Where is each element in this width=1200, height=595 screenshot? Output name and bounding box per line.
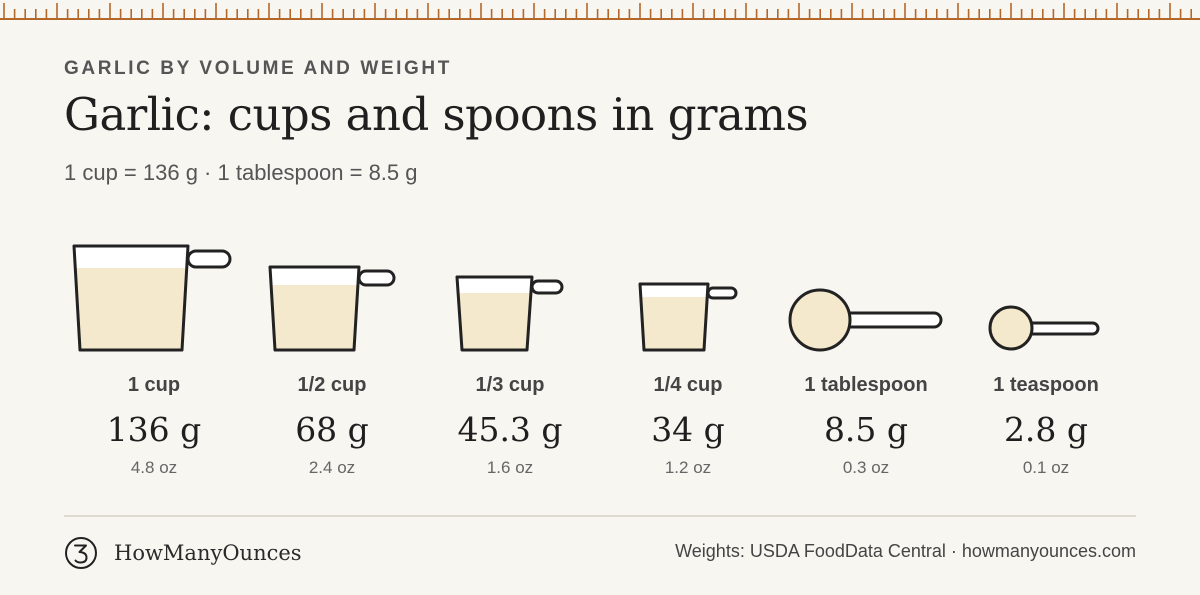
measuring-cup-icon bbox=[268, 265, 396, 352]
measure-third-cup: 1/3 cup 45.3 g 1.6 oz bbox=[420, 236, 600, 486]
ruler-decoration bbox=[0, 3, 1200, 20]
brand: HowManyOunces bbox=[64, 536, 302, 570]
measure-grams: 136 g bbox=[106, 410, 202, 449]
measure-ounces: 1.6 oz bbox=[486, 458, 534, 477]
page-title: Garlic: cups and spoons in grams bbox=[64, 88, 809, 141]
measure-ounces: 1.2 oz bbox=[664, 458, 712, 477]
measure-grams: 8.5 g bbox=[823, 410, 909, 449]
measure-grams: 2.8 g bbox=[1003, 410, 1089, 449]
measure-quarter-cup: 1/4 cup 34 g 1.2 oz bbox=[598, 236, 778, 486]
measure-grams: 34 g bbox=[651, 410, 725, 449]
measure-ounces: 2.4 oz bbox=[308, 458, 356, 477]
source-credit: Weights: USDA FoodData Central · howmany… bbox=[675, 541, 1136, 561]
measure-grams: 68 g bbox=[295, 410, 369, 449]
measure-half-cup: 1/2 cup 68 g 2.4 oz bbox=[242, 236, 422, 486]
measure-label: 1/4 cup bbox=[653, 374, 723, 396]
measuring-spoon-icon bbox=[988, 305, 1100, 351]
ounce-symbol-logo-icon bbox=[65, 537, 97, 569]
measure-ounces: 0.3 oz bbox=[842, 458, 890, 477]
measuring-cup-icon bbox=[72, 244, 232, 352]
measure-grams: 45.3 g bbox=[457, 410, 563, 449]
measuring-cup-icon bbox=[455, 275, 564, 352]
measure-ounces: 4.8 oz bbox=[130, 458, 178, 477]
footer-divider bbox=[64, 515, 1136, 517]
measure-ounces: 0.1 oz bbox=[1022, 458, 1070, 477]
page-subtitle: 1 cup = 136 g · 1 tablespoon = 8.5 g bbox=[64, 160, 418, 185]
measure-label: 1 cup bbox=[127, 374, 181, 396]
measure-label: 1/2 cup bbox=[297, 374, 367, 396]
brand-name: HowManyOunces bbox=[114, 541, 302, 565]
measure-teaspoon: 1 teaspoon 2.8 g 0.1 oz bbox=[956, 236, 1136, 486]
measure-tablespoon: 1 tablespoon 8.5 g 0.3 oz bbox=[776, 236, 956, 486]
measure-label: 1 tablespoon bbox=[804, 374, 928, 396]
measure-label: 1/3 cup bbox=[475, 374, 545, 396]
eyebrow-heading: GARLIC BY VOLUME AND WEIGHT bbox=[64, 58, 452, 79]
measure-label: 1 teaspoon bbox=[993, 374, 1099, 396]
measure-1-cup: 1 cup 136 g 4.8 oz bbox=[64, 236, 244, 486]
measuring-cup-icon bbox=[638, 282, 738, 352]
measuring-spoon-icon bbox=[788, 288, 943, 352]
